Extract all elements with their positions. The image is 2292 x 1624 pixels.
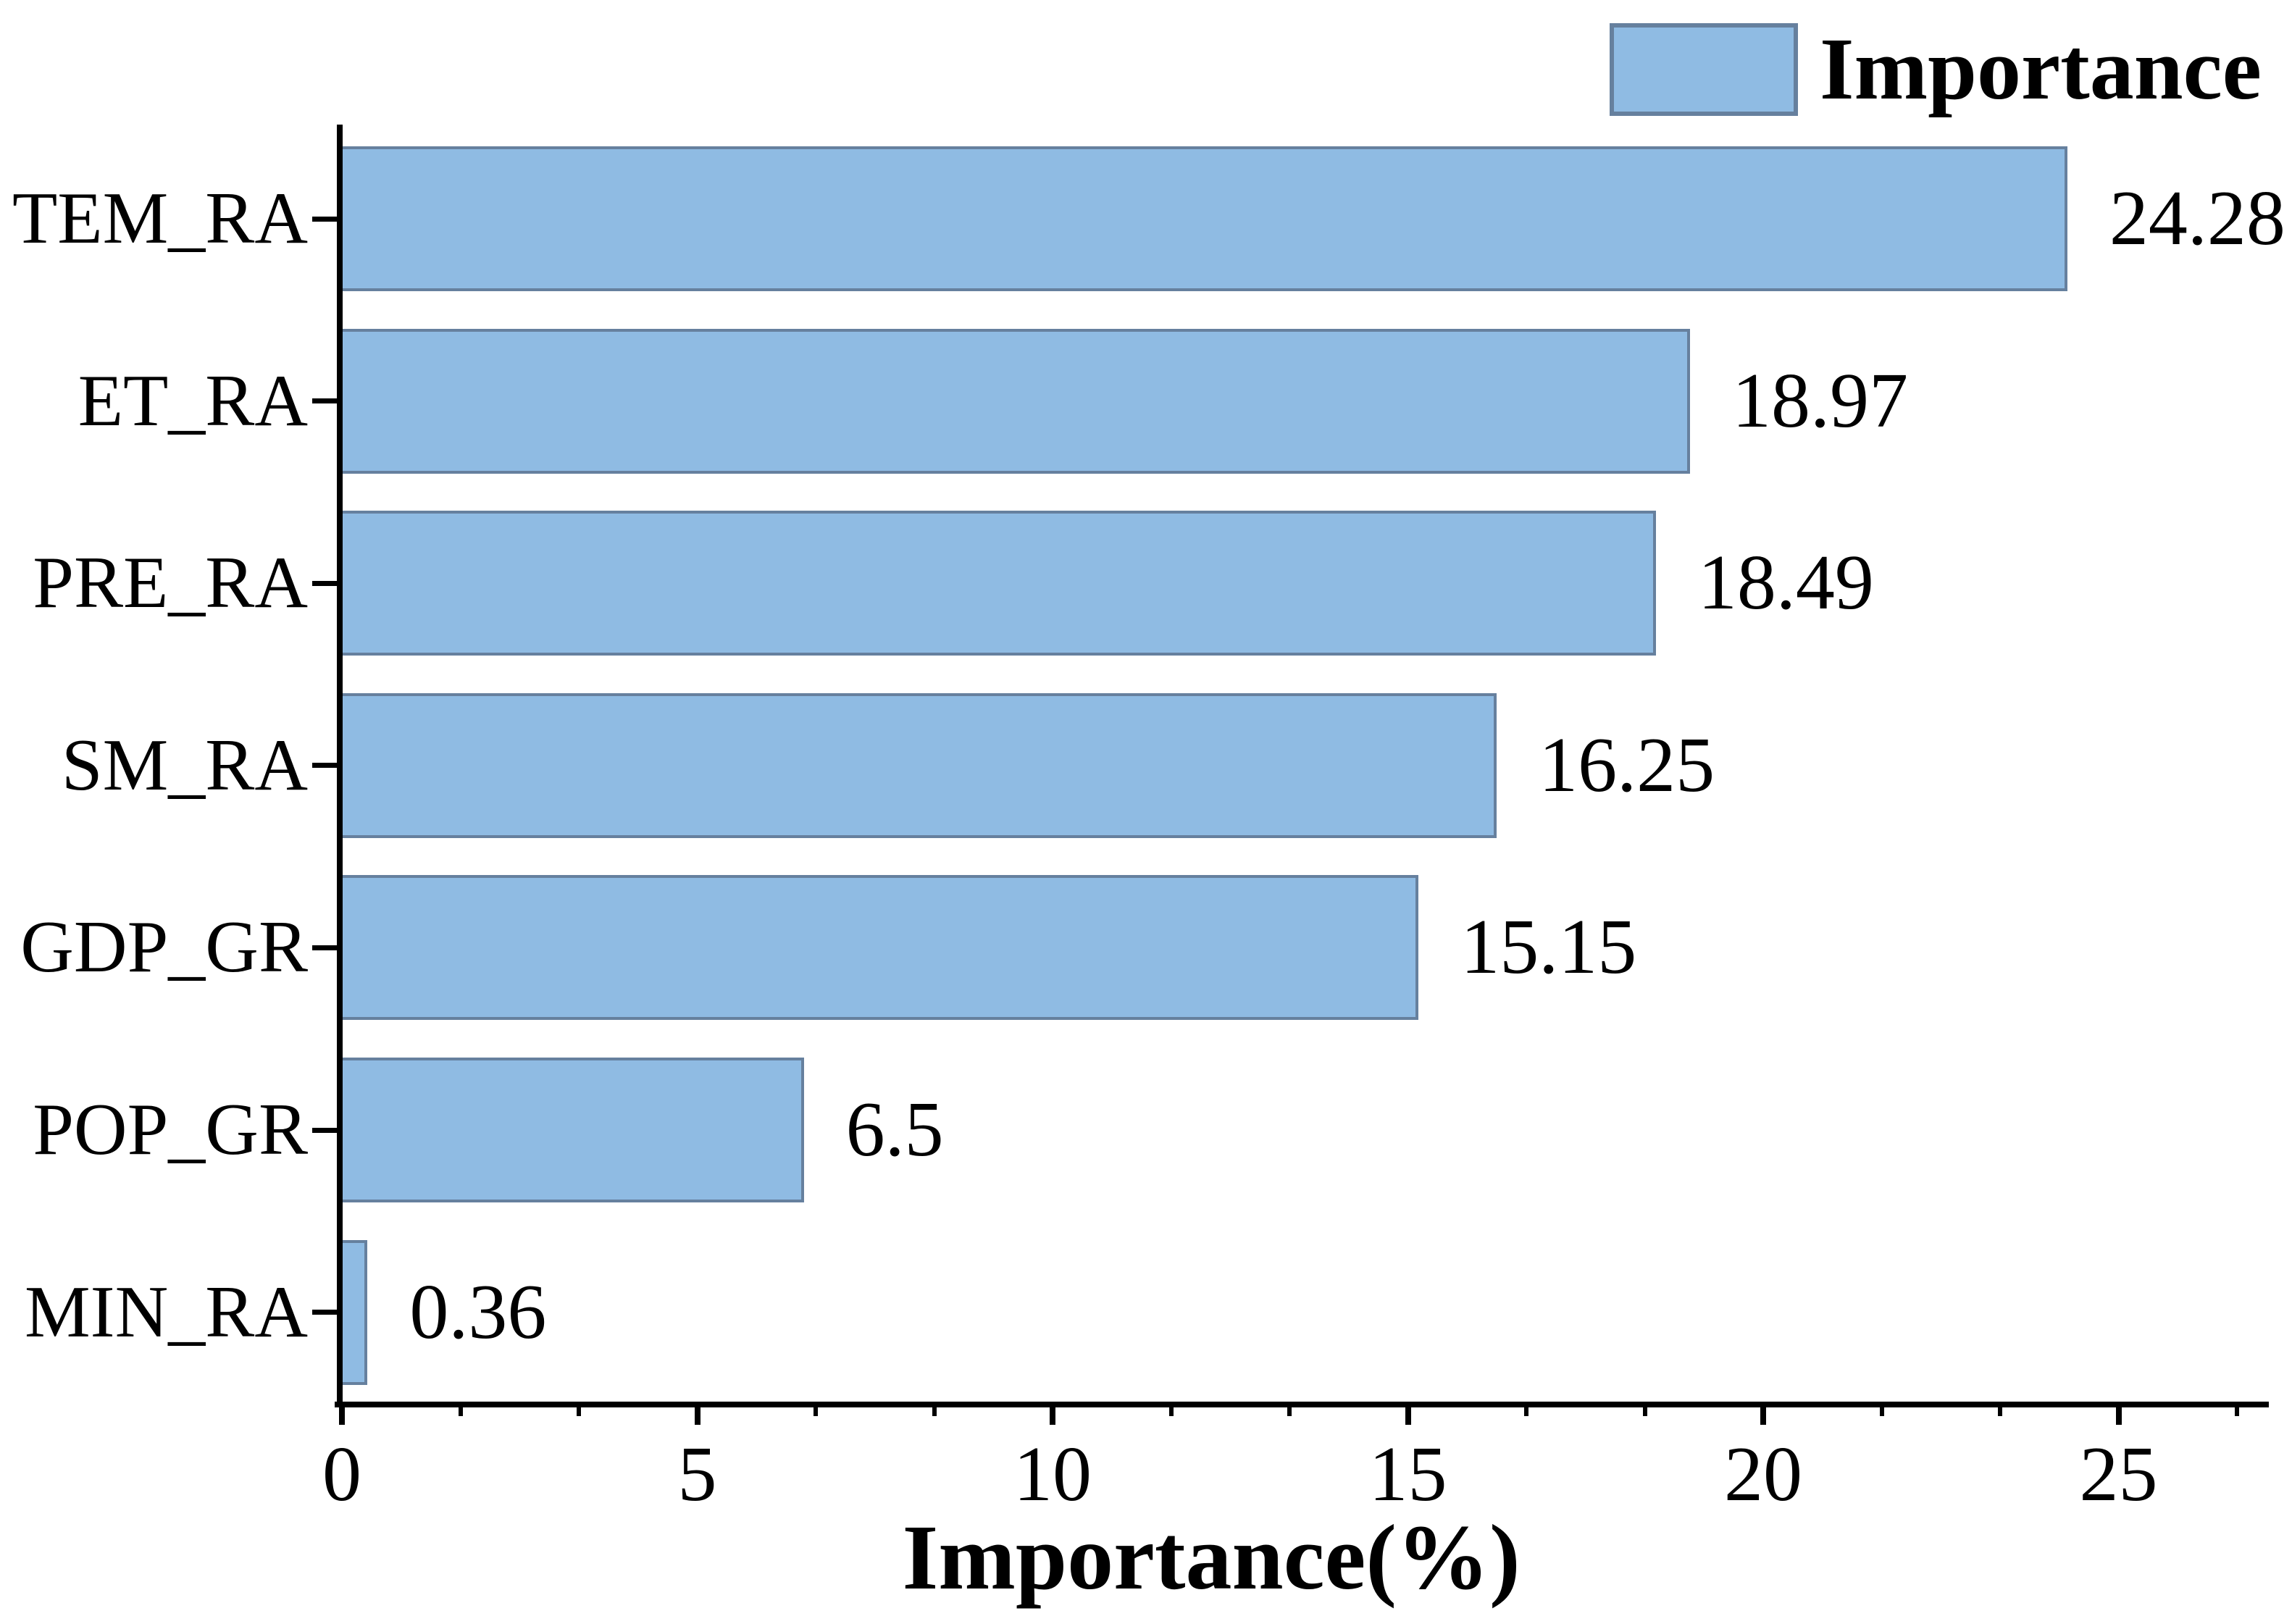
x-tick-label-5: 5 xyxy=(677,1431,717,1518)
y-tick-pop_gr xyxy=(312,1127,337,1133)
x-minor-tick xyxy=(1287,1407,1292,1416)
x-axis-title: Importance(%) xyxy=(902,1506,1521,1609)
x-minor-tick xyxy=(458,1407,463,1416)
y-tick-min_ra xyxy=(312,1310,337,1315)
x-minor-tick xyxy=(1879,1407,1884,1416)
category-label-pop_gr: POP_GR xyxy=(33,1089,308,1171)
x-major-tick-10 xyxy=(1050,1407,1055,1425)
x-minor-tick xyxy=(577,1407,581,1416)
y-tick-tem_ra xyxy=(312,216,337,222)
value-label-pop_gr: 6.5 xyxy=(845,1087,944,1173)
bar-min_ra xyxy=(340,1239,368,1385)
category-label-tem_ra: TEM_RA xyxy=(12,177,308,259)
value-label-pre_ra: 18.49 xyxy=(1697,540,1874,627)
legend: Importance xyxy=(1610,23,2262,116)
bar-pop_gr xyxy=(340,1058,804,1202)
category-label-sm_ra: SM_RA xyxy=(61,724,308,806)
category-label-min_ra: MIN_RA xyxy=(24,1271,308,1353)
y-tick-gdp_gr xyxy=(312,945,337,950)
x-major-tick-20 xyxy=(1760,1407,1766,1425)
y-axis-spine xyxy=(337,125,343,1407)
value-label-min_ra: 0.36 xyxy=(409,1268,547,1355)
bar-pre_ra xyxy=(340,511,1656,656)
bar-gdp_gr xyxy=(340,875,1419,1021)
bar-et_ra xyxy=(340,328,1690,474)
x-minor-tick xyxy=(1524,1407,1528,1416)
x-major-tick-25 xyxy=(2115,1407,2122,1425)
x-minor-tick xyxy=(932,1407,937,1416)
value-label-sm_ra: 16.25 xyxy=(1539,721,1715,808)
bar-sm_ra xyxy=(340,692,1497,838)
x-tick-label-25: 25 xyxy=(2079,1431,2158,1518)
value-label-et_ra: 18.97 xyxy=(1731,357,1908,444)
y-tick-sm_ra xyxy=(312,763,337,769)
legend-label-importance: Importance xyxy=(1820,20,2262,118)
x-tick-label-0: 0 xyxy=(322,1431,361,1518)
x-major-tick-0 xyxy=(339,1407,345,1425)
category-label-pre_ra: PRE_RA xyxy=(33,542,308,624)
category-label-et_ra: ET_RA xyxy=(78,359,308,442)
x-tick-label-20: 20 xyxy=(1724,1431,1802,1518)
x-major-tick-5 xyxy=(694,1407,700,1425)
y-tick-pre_ra xyxy=(312,580,337,586)
value-label-gdp_gr: 15.15 xyxy=(1460,904,1637,991)
y-tick-et_ra xyxy=(312,398,337,404)
x-minor-tick xyxy=(1642,1407,1647,1416)
value-label-tem_ra: 24.28 xyxy=(2109,175,2285,261)
x-tick-label-15: 15 xyxy=(1368,1431,1447,1518)
x-axis-line xyxy=(335,1402,2269,1407)
x-tick-label-10: 10 xyxy=(1013,1431,1092,1518)
legend-swatch-importance xyxy=(1610,23,1798,116)
x-minor-tick xyxy=(1998,1407,2002,1416)
category-label-gdp_gr: GDP_GR xyxy=(20,906,308,989)
bar-tem_ra xyxy=(340,146,2067,291)
x-minor-tick xyxy=(814,1407,818,1416)
x-minor-tick xyxy=(2235,1407,2239,1416)
x-minor-tick xyxy=(1168,1407,1174,1416)
x-major-tick-15 xyxy=(1405,1407,1411,1425)
